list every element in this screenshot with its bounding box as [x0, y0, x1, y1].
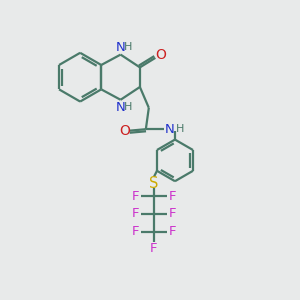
Text: S: S: [149, 176, 158, 191]
Text: H: H: [124, 102, 132, 112]
Text: F: F: [150, 242, 158, 255]
Text: N: N: [116, 41, 125, 54]
Text: H: H: [124, 42, 132, 52]
Text: F: F: [131, 207, 139, 220]
Text: F: F: [169, 190, 176, 202]
Text: H: H: [176, 124, 184, 134]
Text: F: F: [169, 207, 176, 220]
Text: O: O: [119, 124, 130, 138]
Text: N: N: [165, 123, 175, 136]
Text: O: O: [155, 48, 166, 62]
Text: F: F: [131, 190, 139, 202]
Text: F: F: [131, 225, 139, 238]
Text: F: F: [169, 225, 176, 238]
Text: N: N: [116, 101, 125, 114]
